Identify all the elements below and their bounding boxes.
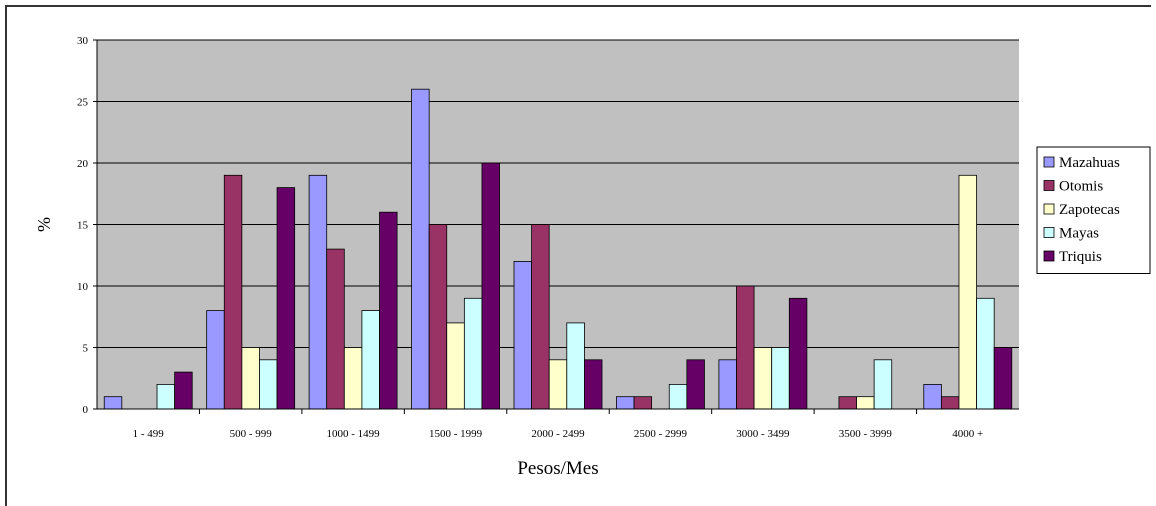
bar-otomis [736,285,755,410]
bar-mazahuas [718,359,737,410]
bar-mayas [463,297,483,410]
x-tick-labels: 1 - 499 500 - 999 1000 - 1499 1500 - 1999 20… [133,409,983,440]
legend-label: Mayas [1059,226,1099,242]
y-tick-label: 20 [77,158,89,170]
legend-label: Otomis [1059,179,1103,195]
bar-triquis [993,347,1013,410]
bar-mazahuas [103,396,123,410]
bar-mayas [566,322,585,410]
bar-triquis [686,359,705,410]
legend-label: Zapotecas [1059,202,1120,218]
legend-swatch [1043,227,1055,238]
bar-mazahuas [206,310,225,410]
bar-triquis [379,211,398,410]
bar-mayas [259,359,278,410]
x-tick-label: 1000 - 1499 [327,428,381,440]
bar-mayas [976,297,995,410]
bar-otomis [838,396,857,410]
chart-frame [5,5,1151,506]
legend-swatch [1043,250,1055,262]
x-tick-label: 1 - 499 [133,428,165,440]
bar-mayas [156,383,176,410]
bar-mazahuas [923,383,942,410]
legend-swatch [1043,180,1055,191]
x-tick-label: 2000 - 2499 [531,428,585,440]
bar-otomis [428,224,448,410]
bar-otomis [326,248,345,410]
y-tick-label: 10 [77,281,89,293]
bar-mayas [873,359,893,410]
bar-zapotecas [958,174,977,410]
bar-zapotecas [548,359,568,410]
bar-triquis [276,187,296,410]
bar-otomis [633,396,653,410]
bar-triquis [584,359,603,410]
legend-label: Triquis [1059,249,1102,265]
bar-otomis [940,396,960,410]
bar-mayas [361,310,380,410]
x-tick-label: 3000 - 3499 [736,428,790,440]
legend: Mazahuas Otomis Zapotecas Mayas Triquis [1036,146,1151,274]
y-tick-label: 25 [77,97,89,109]
y-tick-label: 0 [83,404,89,416]
bar-triquis [174,371,193,410]
bar-mayas [668,383,688,410]
bar-mazahuas [308,174,328,410]
legend-swatch [1043,156,1055,168]
bar-otomis [223,174,243,410]
bar-otomis [531,224,550,410]
bar-zapotecas [753,347,773,410]
bar-zapotecas [343,347,363,410]
bar-mazahuas [513,260,533,410]
bar-mazahuas [411,88,430,410]
bar-triquis [481,162,500,410]
bar-triquis [788,297,808,410]
bar-zapotecas [856,396,875,410]
x-axis-title: Pesos/Mes [517,458,598,479]
x-tick-label: 2500 - 2999 [634,428,688,440]
x-tick-label: 500 - 999 [230,428,273,440]
bar-zapotecas [446,322,465,410]
x-tick-label: 1500 - 1999 [429,428,483,440]
y-axis-title: % [34,217,54,232]
y-tick-label: 30 [77,35,89,47]
bars [103,88,1013,410]
x-tick-label: 4000 + [952,428,983,440]
legend-swatch [1043,203,1055,215]
legend-label: Mazahuas [1059,155,1120,171]
y-tick-label: 5 [83,343,89,355]
legend-box [1036,146,1151,274]
y-tick-label: 15 [77,220,89,232]
bar-mayas [771,347,790,410]
bar-mazahuas [616,396,635,410]
x-tick-label: 3500 - 3999 [839,428,893,440]
bar-zapotecas [241,347,260,410]
y-tick-labels: 0 5 10 15 20 25 30 [77,35,97,416]
